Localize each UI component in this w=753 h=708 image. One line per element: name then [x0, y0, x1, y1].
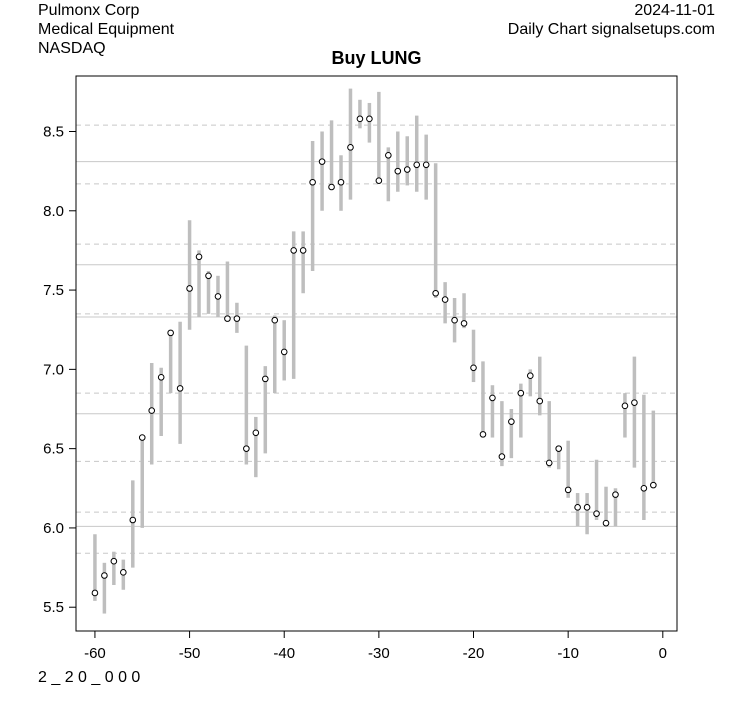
y-tick-label: 6.5	[43, 441, 64, 458]
close-point	[91, 589, 99, 597]
x-tick-label: -10	[557, 645, 579, 662]
close-point	[138, 434, 146, 441]
close-point	[470, 364, 477, 372]
close-point	[205, 272, 212, 280]
close-point	[176, 385, 184, 392]
close-point	[167, 329, 174, 337]
close-point	[526, 372, 534, 380]
close-point	[631, 399, 638, 406]
close-point	[214, 293, 222, 300]
close-point	[290, 247, 297, 254]
y-tick-label: 6.0	[43, 520, 64, 537]
close-point	[489, 394, 496, 402]
close-point	[309, 178, 316, 186]
close-point	[299, 247, 307, 254]
y-tick-label: 7.0	[43, 361, 64, 378]
y-tick-label: 8.5	[43, 124, 64, 141]
close-point	[413, 161, 421, 169]
close-point	[508, 418, 515, 425]
close-point	[337, 178, 345, 186]
close-point	[583, 504, 591, 511]
close-point	[110, 557, 118, 565]
close-point	[271, 316, 279, 324]
close-point	[394, 167, 402, 175]
close-point	[252, 429, 260, 437]
footer-code: 2 _ 2 0 _ 0 0 0	[38, 669, 141, 686]
plot-frame	[75, 75, 678, 632]
close-point	[517, 389, 525, 397]
close-point	[366, 115, 373, 123]
close-point	[403, 166, 411, 173]
chart-title: Buy LUNG	[331, 48, 422, 68]
close-point	[280, 348, 288, 356]
close-point	[101, 572, 108, 579]
y-tick-label: 5.5	[43, 599, 64, 616]
x-tick-label: -60	[84, 645, 106, 662]
close-point	[195, 253, 203, 261]
close-point	[356, 115, 364, 123]
close-point	[243, 445, 250, 452]
close-point	[186, 285, 193, 292]
sector-label: Medical Equipment	[38, 21, 175, 38]
x-tick-label: -20	[463, 645, 485, 662]
close-point	[385, 151, 392, 159]
close-point	[129, 516, 137, 524]
close-point	[650, 481, 657, 489]
close-point	[602, 519, 610, 527]
close-point	[612, 491, 619, 498]
close-point	[545, 459, 553, 467]
x-axis: -60 -50 -40 -30 -20 -10 0	[84, 631, 667, 662]
close-point	[318, 158, 326, 165]
close-point	[148, 407, 156, 414]
y-tick-label: 8.0	[43, 203, 64, 220]
header-left: Pulmonx Corp Medical Equipment NASDAQ	[38, 1, 174, 58]
close-point	[261, 375, 269, 383]
x-tick-label: -40	[273, 645, 295, 662]
close-point	[536, 397, 544, 405]
close-point	[432, 289, 439, 297]
company-name: Pulmonx Corp	[38, 2, 140, 19]
close-point	[441, 296, 449, 303]
close-point	[233, 315, 241, 322]
close-point	[555, 445, 562, 452]
price-range-bars	[93, 88, 656, 614]
support-resistance-lines	[76, 124, 677, 554]
chart-date: 2024-11-01	[634, 2, 715, 19]
close-point	[422, 161, 430, 169]
exchange-label: NASDAQ	[38, 40, 106, 57]
close-points	[91, 115, 657, 597]
close-point	[328, 183, 335, 191]
close-point	[593, 510, 600, 517]
header-right: 2024-11-01 Daily Chart signalsetups.com	[508, 1, 715, 39]
close-point	[574, 504, 581, 511]
close-point	[498, 453, 506, 460]
close-point	[564, 486, 572, 494]
close-point	[621, 402, 629, 410]
close-point	[120, 569, 127, 576]
close-point	[451, 316, 458, 324]
chart-source: Daily Chart signalsetups.com	[507, 21, 715, 38]
close-point	[157, 373, 165, 381]
x-tick-label: 0	[659, 645, 667, 662]
close-point	[347, 144, 354, 151]
close-point	[224, 315, 231, 322]
y-tick-label: 7.5	[43, 282, 64, 299]
close-point	[460, 320, 468, 327]
x-tick-label: -30	[368, 645, 390, 662]
close-point	[479, 431, 487, 438]
y-axis: 5.5 6.0 6.5 7.0 7.5 8.0 8.5	[43, 124, 76, 616]
close-point	[640, 484, 648, 492]
x-tick-label: -50	[179, 645, 201, 662]
close-point	[375, 177, 383, 184]
